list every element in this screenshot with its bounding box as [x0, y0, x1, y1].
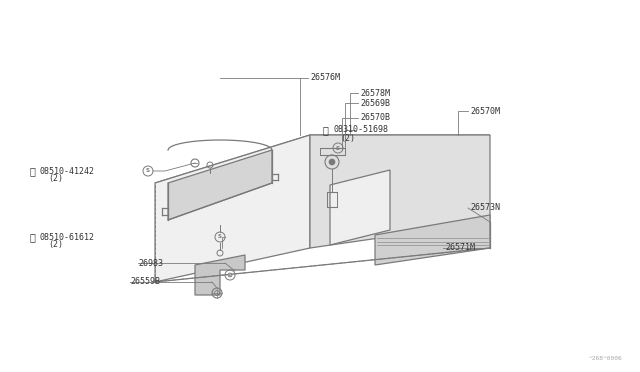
Text: 26578M: 26578M: [360, 89, 390, 97]
Text: Ⓢ: Ⓢ: [30, 232, 36, 242]
Polygon shape: [310, 135, 490, 248]
Text: 26573N: 26573N: [470, 203, 500, 212]
Text: Ⓢ: Ⓢ: [323, 125, 329, 135]
Text: 26571M: 26571M: [445, 244, 475, 253]
Circle shape: [329, 159, 335, 165]
Circle shape: [228, 273, 232, 277]
Polygon shape: [155, 135, 490, 183]
Text: 26570B: 26570B: [360, 113, 390, 122]
Text: 08310-51698: 08310-51698: [333, 125, 388, 135]
Text: Ⓢ: Ⓢ: [30, 166, 36, 176]
Text: 08510-41242: 08510-41242: [40, 167, 95, 176]
Polygon shape: [168, 150, 272, 220]
Polygon shape: [155, 135, 310, 282]
Polygon shape: [195, 255, 245, 295]
Text: 26570M: 26570M: [470, 106, 500, 115]
Text: 08510-61612: 08510-61612: [40, 232, 95, 241]
Text: 26559B: 26559B: [130, 278, 160, 286]
Text: 26569B: 26569B: [360, 99, 390, 108]
Text: S: S: [218, 234, 222, 240]
Polygon shape: [330, 170, 390, 245]
Text: S: S: [336, 145, 340, 151]
Text: (2): (2): [340, 134, 355, 142]
Text: 26576M: 26576M: [310, 74, 340, 83]
Text: 26983: 26983: [138, 259, 163, 267]
Text: (2): (2): [48, 174, 63, 183]
Text: (2): (2): [48, 241, 63, 250]
Text: S: S: [146, 169, 150, 173]
Text: ^268^0006: ^268^0006: [589, 356, 623, 360]
Polygon shape: [375, 215, 490, 265]
